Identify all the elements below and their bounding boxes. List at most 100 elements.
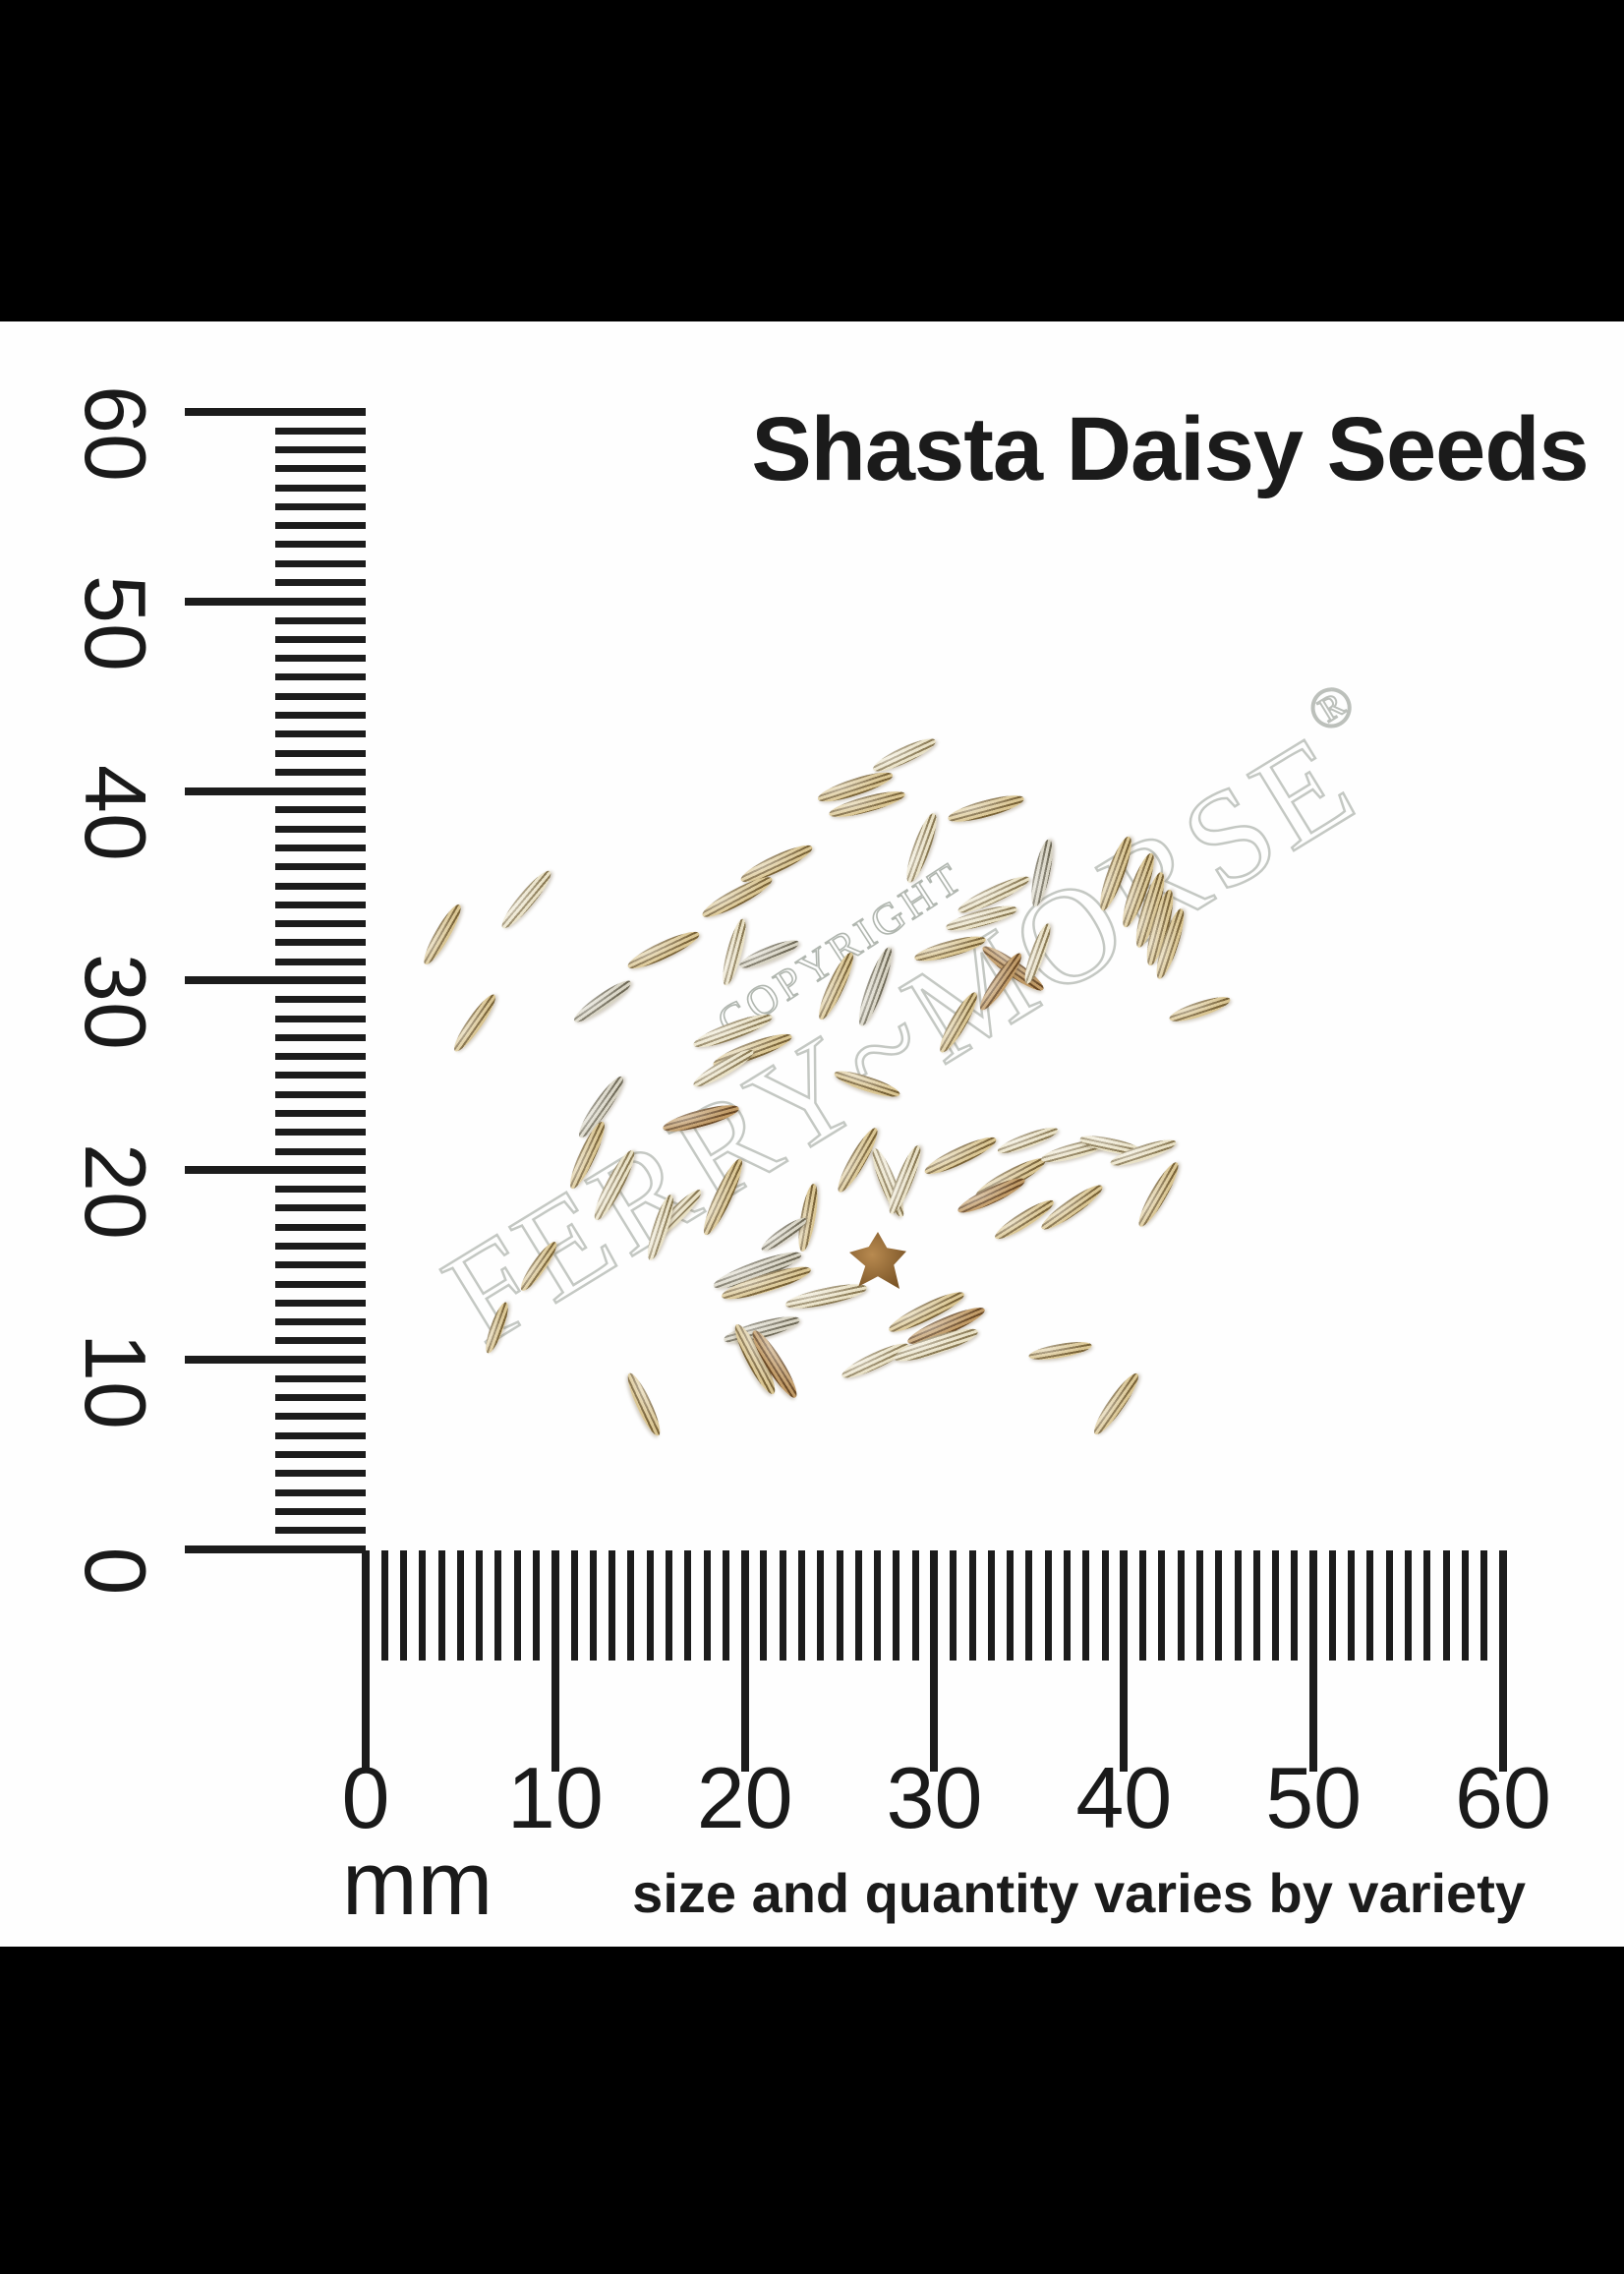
seed [852, 944, 898, 1028]
v-minor-tick [275, 1053, 366, 1061]
h-minor-tick [1272, 1550, 1280, 1661]
h-minor-tick [722, 1550, 729, 1661]
seed [783, 1278, 869, 1313]
v-minor-tick [275, 692, 366, 700]
seed [1019, 921, 1055, 986]
v-ruler-label: 20 [67, 1143, 164, 1241]
v-minor-tick [275, 465, 366, 473]
v-minor-tick [275, 730, 366, 738]
seed [869, 732, 940, 778]
h-minor-tick [419, 1550, 427, 1661]
v-minor-tick [275, 1015, 366, 1022]
h-minor-tick [1252, 1550, 1260, 1661]
seed [689, 1044, 758, 1091]
h-minor-tick [950, 1550, 957, 1661]
h-minor-tick [437, 1550, 445, 1661]
h-major-tick [1309, 1550, 1318, 1772]
v-minor-tick [275, 1488, 366, 1496]
v-minor-tick [275, 1186, 366, 1194]
seed [622, 1370, 666, 1438]
v-minor-tick [275, 446, 366, 454]
v-minor-tick [275, 502, 366, 510]
seed [736, 934, 801, 973]
v-minor-tick [275, 1033, 366, 1041]
v-minor-tick [275, 806, 366, 814]
h-minor-tick [609, 1550, 616, 1661]
v-ruler-label: 0 [67, 1546, 164, 1596]
seed [1132, 1158, 1184, 1231]
v-minor-tick [275, 1507, 366, 1515]
v-ruler-label: 30 [67, 954, 164, 1051]
h-minor-tick [456, 1550, 464, 1661]
h-minor-tick [589, 1550, 597, 1661]
seed [1166, 991, 1233, 1026]
v-minor-tick [275, 1527, 366, 1535]
h-minor-tick [494, 1550, 502, 1661]
h-minor-tick [1063, 1550, 1071, 1661]
v-minor-tick [275, 1129, 366, 1137]
v-minor-tick [275, 1109, 366, 1117]
h-minor-tick [968, 1550, 976, 1661]
v-minor-tick [275, 1242, 366, 1250]
v-minor-tick [275, 1223, 366, 1231]
letterbox-bottom-bar [0, 1947, 1624, 2274]
seed [481, 1299, 512, 1356]
v-minor-tick [275, 1374, 366, 1382]
h-ruler-label: 30 [886, 1749, 983, 1846]
seed [624, 925, 703, 974]
v-minor-tick [275, 616, 366, 624]
h-ruler-label: 40 [1075, 1749, 1173, 1846]
seed [1087, 1369, 1144, 1439]
seed-debris-clump [849, 1232, 906, 1289]
v-minor-tick [275, 1413, 366, 1421]
v-minor-tick [275, 1204, 366, 1212]
v-major-tick [185, 1356, 366, 1365]
v-minor-tick [275, 939, 366, 947]
v-minor-tick [275, 768, 366, 776]
seed [921, 1131, 1000, 1180]
h-minor-tick [1215, 1550, 1223, 1661]
h-minor-tick [1423, 1550, 1431, 1661]
h-minor-tick [817, 1550, 825, 1661]
v-minor-tick [275, 522, 366, 530]
h-minor-tick [779, 1550, 786, 1661]
v-major-tick [185, 1166, 366, 1175]
v-minor-tick [275, 1318, 366, 1326]
h-minor-tick [1234, 1550, 1242, 1661]
v-minor-tick [275, 1299, 366, 1307]
h-ruler-label: 0 [341, 1749, 390, 1846]
seed [934, 988, 983, 1057]
h-minor-tick [760, 1550, 768, 1661]
v-minor-tick [275, 541, 366, 549]
v-major-tick [185, 1545, 366, 1553]
h-minor-tick [1291, 1550, 1299, 1661]
h-major-tick [1498, 1550, 1507, 1772]
v-minor-tick [275, 996, 366, 1004]
h-major-tick [740, 1550, 749, 1772]
v-minor-tick [275, 655, 366, 663]
v-minor-tick [275, 579, 366, 587]
seed [588, 1145, 641, 1224]
v-minor-tick [275, 1394, 366, 1402]
seed [570, 974, 635, 1027]
seed [495, 866, 556, 933]
h-ruler-label: 10 [506, 1749, 604, 1846]
v-major-tick [185, 408, 366, 416]
v-minor-tick [275, 845, 366, 851]
h-minor-tick [836, 1550, 843, 1661]
v-ruler-label: 10 [67, 1333, 164, 1430]
h-minor-tick [987, 1550, 995, 1661]
h-minor-tick [1328, 1550, 1336, 1661]
h-minor-tick [684, 1550, 692, 1661]
h-minor-tick [380, 1550, 388, 1661]
h-major-tick [551, 1550, 559, 1772]
seed [832, 1066, 902, 1101]
h-minor-tick [570, 1550, 578, 1661]
h-ruler-label: 60 [1455, 1749, 1551, 1846]
seed [1026, 1338, 1093, 1364]
h-minor-tick [1101, 1550, 1109, 1661]
h-minor-tick [476, 1550, 484, 1661]
h-minor-tick [911, 1550, 919, 1661]
seed [661, 1099, 741, 1137]
